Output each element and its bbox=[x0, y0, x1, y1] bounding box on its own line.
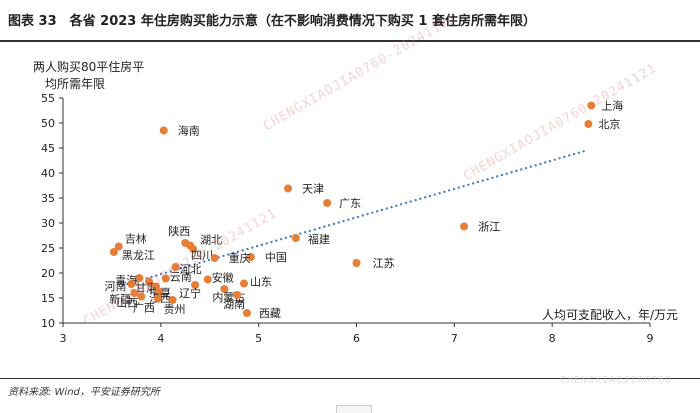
data-point bbox=[284, 184, 293, 193]
y-tick-label: 30 bbox=[41, 217, 55, 230]
x-tick-label: 6 bbox=[353, 332, 360, 345]
y-tick-label: 20 bbox=[41, 267, 55, 280]
data-label: 北京 bbox=[598, 117, 620, 131]
figure-title: 图表 33 各省 2023 年住房购买能力示意（在不影响消费情况下购买 1 套住… bbox=[8, 14, 536, 29]
data-label: 湖南 bbox=[223, 298, 245, 311]
y-tick-label: 45 bbox=[41, 142, 55, 155]
data-point bbox=[291, 234, 300, 242]
data-label: 湖北 bbox=[200, 234, 222, 247]
data-label: 吉林 bbox=[125, 232, 147, 246]
data-label: 贵州 bbox=[164, 303, 186, 316]
data-label: 辽宁 bbox=[179, 286, 201, 300]
data-point bbox=[203, 275, 212, 284]
data-label: 山西 bbox=[116, 297, 138, 310]
y-tick-label: 55 bbox=[41, 92, 55, 105]
data-point bbox=[154, 288, 163, 296]
data-point bbox=[159, 126, 168, 135]
data-point bbox=[127, 280, 136, 288]
data-label: 重庆 bbox=[229, 251, 251, 265]
data-point bbox=[145, 277, 154, 286]
y-tick-label: 15 bbox=[41, 292, 55, 305]
data-label: 上海 bbox=[601, 99, 623, 113]
y-axis-label: 均所需年限 bbox=[45, 77, 105, 91]
x-tick-label: 7 bbox=[451, 332, 458, 345]
footer-divider bbox=[0, 378, 700, 379]
data-point bbox=[323, 199, 332, 207]
data-label: 安徽 bbox=[212, 271, 234, 285]
data-label: 江苏 bbox=[373, 257, 395, 270]
data-point bbox=[109, 248, 118, 256]
y-tick-label: 50 bbox=[41, 117, 55, 130]
y-tick-label: 25 bbox=[41, 242, 55, 255]
y-tick-label: 10 bbox=[41, 317, 55, 330]
page-tab[interactable] bbox=[336, 405, 372, 413]
data-point bbox=[114, 242, 123, 251]
trendline bbox=[121, 149, 587, 287]
data-point bbox=[135, 274, 144, 282]
x-axis-label: 人均可支配收入，年/万元 bbox=[542, 308, 678, 322]
data-label: 四川 bbox=[191, 249, 213, 262]
x-tick-label: 5 bbox=[255, 332, 262, 345]
data-label: 黑龙江 bbox=[122, 249, 155, 262]
source-note: 资料来源: Wind，平安证券研究所 bbox=[8, 387, 160, 398]
x-tick-label: 4 bbox=[157, 332, 164, 345]
data-point bbox=[239, 279, 248, 288]
data-label: 山东 bbox=[250, 276, 272, 289]
data-label: 河北 bbox=[180, 263, 202, 276]
data-label: 西藏 bbox=[259, 307, 281, 320]
data-point bbox=[210, 254, 219, 262]
data-point bbox=[168, 296, 177, 304]
data-point bbox=[153, 294, 162, 303]
data-label: 广西 bbox=[133, 302, 155, 315]
data-label: 云南 bbox=[170, 271, 192, 284]
y-tick-label: 35 bbox=[41, 192, 55, 205]
data-point bbox=[460, 222, 469, 231]
data-label: 天津 bbox=[302, 183, 324, 196]
data-point bbox=[246, 253, 255, 261]
data-label: 福建 bbox=[308, 232, 330, 246]
data-point bbox=[587, 101, 596, 110]
x-tick-label: 3 bbox=[60, 332, 67, 345]
data-label: 海南 bbox=[178, 124, 200, 138]
data-label: 广东 bbox=[339, 197, 361, 210]
data-label: 河南 bbox=[104, 280, 126, 293]
y-tick-label: 40 bbox=[41, 167, 55, 180]
data-point bbox=[191, 281, 200, 289]
data-point bbox=[233, 291, 242, 299]
data-point bbox=[171, 263, 180, 271]
data-point bbox=[352, 259, 361, 267]
data-point bbox=[161, 274, 170, 283]
data-label: 甘肃 bbox=[135, 282, 157, 295]
data-point bbox=[130, 289, 139, 297]
scatter-chart: 3 4 5 6 7 8 910152025303540455055两人购买80平住房平均所需… bbox=[33, 59, 678, 345]
data-point bbox=[242, 309, 251, 317]
data-label: 中国 bbox=[265, 251, 287, 264]
title-bar: 图表 33 各省 2023 年住房购买能力示意（在不影响消费情况下购买 1 套住… bbox=[0, 0, 700, 42]
data-label: 浙江 bbox=[478, 221, 500, 234]
x-tick-label: 9 bbox=[647, 332, 654, 345]
data-label: 新疆 bbox=[109, 292, 131, 306]
data-point bbox=[220, 285, 229, 293]
y-axis-label: 两人购买80平住房平 bbox=[33, 59, 144, 74]
data-point bbox=[189, 245, 198, 253]
data-label: 陕西 bbox=[168, 224, 190, 238]
data-point bbox=[584, 120, 593, 128]
x-tick-label: 8 bbox=[549, 332, 556, 345]
data-point bbox=[137, 292, 146, 301]
